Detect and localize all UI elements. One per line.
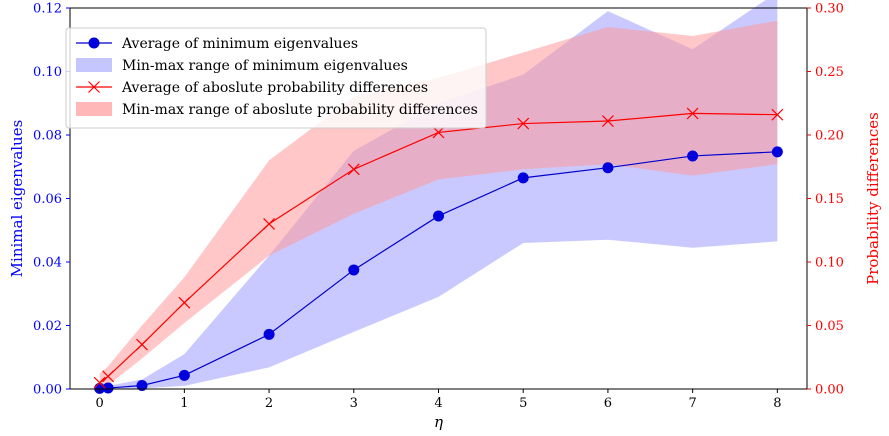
x-tick-label: 0 — [96, 396, 104, 411]
x-tick-label: 7 — [688, 396, 696, 411]
marker-eigenvalue-point — [771, 146, 783, 158]
marker-probability-point — [432, 126, 445, 139]
legend-handle-marker — [88, 37, 100, 49]
range-bands — [99, 0, 778, 389]
marker-probability-point — [771, 108, 784, 121]
marker-eigenvalue-point — [433, 210, 444, 222]
x-axis-label: η — [434, 413, 443, 431]
y-left-tick-label: 0.02 — [33, 319, 62, 334]
marker-probability-point — [93, 376, 106, 389]
y-left-tick-label: 0.00 — [33, 383, 62, 398]
legend-label: Min-max range of aboslute probability di… — [122, 102, 478, 118]
x-tick-label: 5 — [519, 396, 527, 411]
x-tick-label: 2 — [265, 396, 273, 411]
marker-probability-point — [517, 117, 530, 130]
y-right-tick-label: 0.10 — [815, 256, 844, 271]
x-axis: 0 1 2 3 4 5 6 7 8 — [96, 389, 781, 411]
marker-eigenvalue-point — [136, 380, 148, 392]
marker-probability-point — [686, 107, 699, 120]
y-axis-right-label: Probability differences — [864, 112, 882, 285]
y-left-tick-label: 0.12 — [33, 2, 62, 17]
marker-eigenvalue-point — [602, 162, 614, 174]
legend-box — [65, 27, 487, 129]
marker-eigenvalue-point — [348, 264, 360, 276]
y-left-tick-label: 0.04 — [33, 256, 62, 271]
marker-eigenvalue-point — [102, 382, 114, 394]
x-tick-label: 3 — [350, 396, 358, 411]
y-right-tick-label: 0.15 — [815, 192, 844, 207]
legend-handle-band — [76, 58, 112, 72]
x-tick-label: 1 — [180, 396, 188, 411]
x-tick-label: 8 — [773, 396, 781, 411]
marker-probability-point — [602, 115, 614, 127]
y-right-tick-label: 0.05 — [815, 319, 844, 334]
series-markers — [93, 107, 784, 394]
x-tick-label: 4 — [434, 396, 442, 411]
marker-eigenvalue-point — [517, 172, 529, 184]
marker-probability-point — [178, 296, 191, 309]
marker-probability-point — [102, 370, 115, 383]
marker-eigenvalue-point — [263, 328, 275, 340]
y-left-tick-label: 0.10 — [33, 65, 62, 80]
legend-label: Average of aboslute probability differen… — [121, 80, 428, 96]
marker-probability-point — [136, 338, 148, 351]
y-left-tick-label: 0.08 — [33, 129, 62, 144]
marker-probability-point — [347, 163, 360, 176]
legend-label: Average of minimum eigenvalues — [121, 36, 358, 52]
marker-eigenvalue-point — [687, 150, 699, 162]
marker-eigenvalue-point — [178, 369, 190, 381]
legend-handle-marker — [88, 81, 100, 93]
legend: Average of minimum eigenvalues Min-max ra… — [65, 27, 487, 129]
y-right-tick-label: 0.30 — [815, 2, 844, 17]
legend-label: Min-max range of minimum eigenvalues — [122, 58, 408, 74]
y-axis-right: 0.00 0.05 0.10 0.15 0.20 0.25 0.30 — [807, 2, 844, 398]
y-right-tick-label: 0.25 — [815, 65, 844, 80]
legend-handle-band — [76, 102, 112, 116]
y-axis-left: 0.00 0.02 0.04 0.06 0.08 0.10 0.12 — [33, 2, 70, 398]
marker-probability-point — [263, 217, 275, 230]
x-tick-label: 6 — [604, 396, 612, 411]
y-right-tick-label: 0.00 — [815, 383, 844, 398]
y-left-tick-label: 0.06 — [33, 192, 62, 207]
band-probability-differences — [99, 20, 778, 389]
y-right-tick-label: 0.20 — [815, 129, 844, 144]
y-axis-left-label: Minimal eigenvalues — [8, 120, 26, 278]
